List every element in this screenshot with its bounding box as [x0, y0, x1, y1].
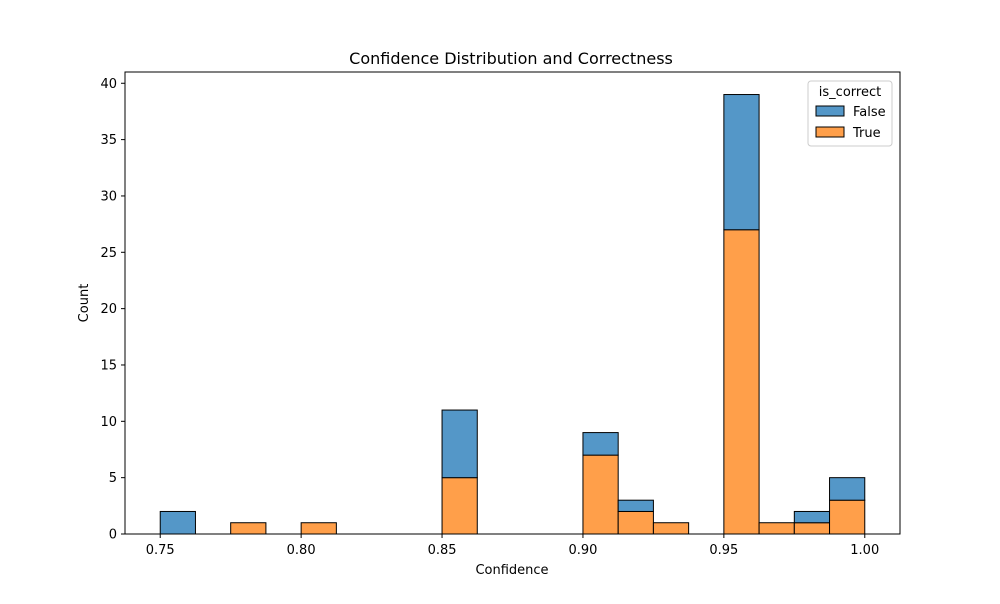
x-tick-label: 0.90	[568, 543, 597, 558]
x-tick-label: 0.75	[146, 543, 175, 558]
legend-title: is_correct	[819, 85, 881, 100]
bar-true-4	[300, 522, 337, 535]
y-tick-label: 25	[100, 246, 117, 261]
y-tick-label: 15	[100, 358, 117, 373]
bar-false-8	[441, 409, 478, 479]
bar-false-13	[617, 499, 654, 512]
chart-title: Confidence Distribution and Correctness	[349, 49, 673, 68]
bar-false-18	[793, 510, 831, 524]
bar-false-19	[829, 477, 866, 501]
plot-frame	[124, 71, 901, 535]
bar-true-13	[617, 510, 654, 535]
bar-true-8	[441, 477, 478, 535]
x-tick-label: 0.85	[428, 543, 457, 558]
x-tick-label: 0.80	[287, 543, 316, 558]
legend: is_correct False True	[807, 80, 893, 147]
y-axis-label: Count	[77, 284, 92, 323]
y-tick-label: 40	[100, 77, 117, 92]
legend-swatch-true	[815, 126, 845, 138]
bar-true-14	[652, 522, 690, 535]
bar-true-18	[793, 522, 831, 535]
x-axis-label: Confidence	[475, 563, 548, 578]
y-tick-label: 10	[100, 415, 117, 430]
x-tick-label: 0.95	[709, 543, 738, 558]
bars	[159, 94, 866, 535]
legend-label-true: True	[852, 126, 881, 141]
y-tick-label: 35	[100, 133, 117, 148]
y-tick-label: 30	[100, 189, 117, 204]
bar-true-17	[758, 522, 795, 535]
bar-true-2	[230, 522, 267, 535]
bar-false-0	[159, 510, 196, 535]
bar-false-16	[723, 94, 760, 231]
x-axis-ticks: 0.75 0.80 0.85 0.90 0.95 1.00	[146, 534, 879, 558]
y-axis-ticks: 0 5 10 15 20 25 30 35 40	[100, 77, 125, 543]
bar-true-16	[723, 229, 760, 535]
bar-false-12	[582, 432, 619, 456]
y-tick-label: 5	[109, 471, 117, 486]
legend-swatch-false	[815, 105, 845, 117]
y-tick-label: 20	[100, 302, 117, 317]
legend-label-false: False	[853, 105, 886, 120]
bar-true-12	[582, 454, 619, 535]
y-tick-label: 0	[109, 528, 117, 543]
x-tick-label: 1.00	[850, 543, 879, 558]
bar-true-19	[829, 499, 866, 535]
